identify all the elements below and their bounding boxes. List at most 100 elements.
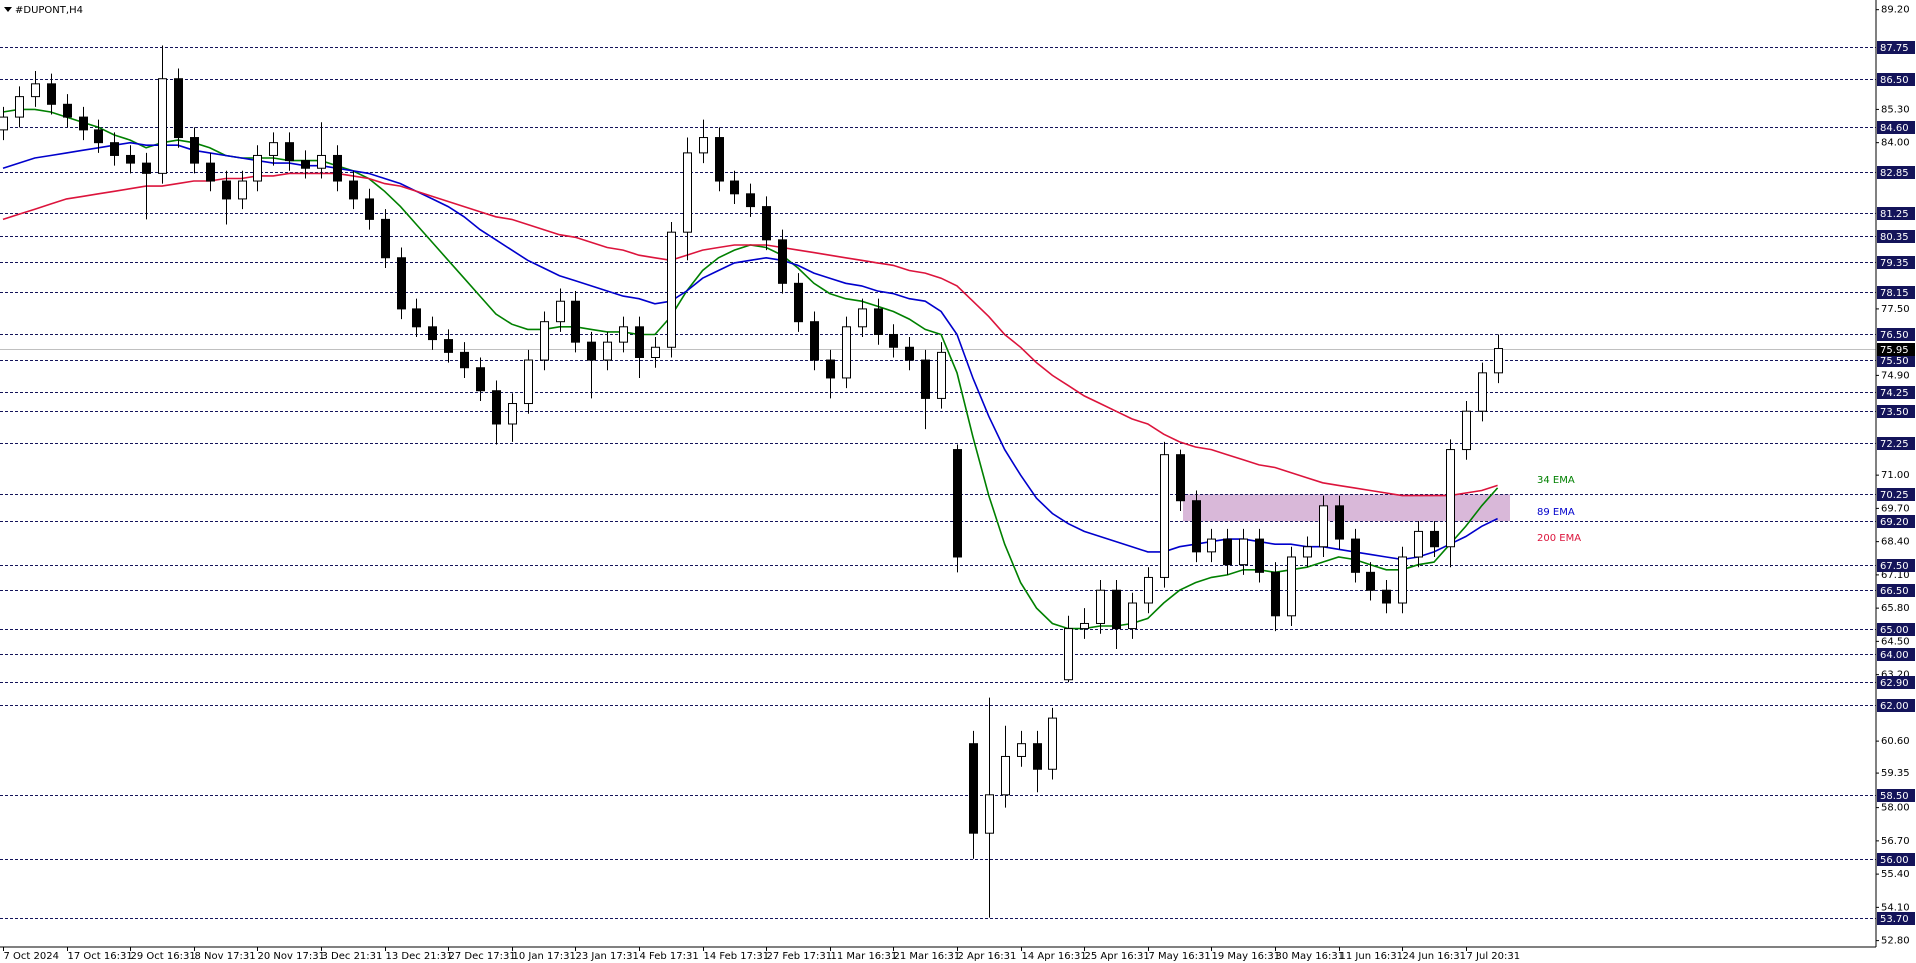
level-label: 87.75: [1880, 43, 1909, 54]
candle-body: [0, 116, 8, 131]
candle-body: [1080, 622, 1089, 630]
candle-body: [1160, 454, 1169, 578]
x-tick-label: 14 Apr 16:31: [1022, 951, 1087, 962]
y-tick-label: 85.30: [1881, 104, 1910, 115]
level-label-box: [1877, 230, 1915, 243]
ema-line: [2, 172, 1498, 497]
x-tick-label: 10 Jan 17:31: [513, 951, 576, 962]
level-label-box: [1877, 789, 1915, 802]
x-tick-label: 7 Oct 2024: [4, 951, 59, 962]
candle-body: [715, 137, 724, 182]
level-label: 62.90: [1880, 678, 1909, 689]
y-tick-label: 55.40: [1881, 869, 1910, 880]
candle-body: [1414, 530, 1423, 558]
level-label: 79.35: [1880, 258, 1909, 269]
candle-body: [667, 231, 676, 348]
level-label: 67.50: [1880, 561, 1909, 572]
candle-body: [921, 359, 930, 399]
x-tick-label: 2 Apr 16:31: [958, 951, 1017, 962]
candle-body: [1033, 743, 1042, 770]
level-label-box: [1877, 648, 1915, 661]
level-label: 66.50: [1880, 586, 1909, 597]
level-label: 86.50: [1880, 75, 1909, 86]
candle-body: [174, 78, 183, 139]
y-tick-label: 64.50: [1881, 636, 1910, 647]
zone: [1183, 494, 1510, 522]
x-tick-label: 24 Jun 16:31: [1403, 951, 1467, 962]
candle-body: [1223, 538, 1232, 566]
candle-body: [1446, 449, 1455, 548]
candles-layer: [0, 45, 1503, 918]
level-label-box: [1877, 405, 1915, 418]
level-label: 82.85: [1880, 168, 1909, 179]
ema-line: [2, 141, 1498, 561]
y-tick-label: 77.50: [1881, 304, 1910, 315]
candle-body: [1176, 454, 1185, 502]
candle-body: [635, 326, 644, 358]
level-label-box: [1877, 437, 1915, 450]
candle-body: [1351, 538, 1360, 573]
level-label: 81.25: [1880, 209, 1909, 220]
candle-body: [285, 142, 294, 162]
level-label: 58.50: [1880, 791, 1909, 802]
candle-body: [874, 308, 883, 335]
level-label-box: [1877, 488, 1915, 501]
y-tick-label: 52.80: [1881, 936, 1910, 947]
candle-body: [587, 341, 596, 361]
level-label: 72.25: [1880, 439, 1909, 450]
x-tick-label: 23 Jan 17:31: [576, 951, 639, 962]
x-tick-label: 11 Mar 16:31: [831, 951, 898, 962]
x-tick-label: 29 Oct 16:31: [131, 951, 196, 962]
level-label-box: [1877, 41, 1915, 54]
level-label: 56.00: [1880, 855, 1909, 866]
candle-body: [953, 449, 962, 558]
candle-body: [1494, 348, 1503, 374]
candle-body: [397, 257, 406, 310]
candle-body: [1064, 628, 1073, 681]
x-tick-label: 20 Nov 17:31: [258, 951, 325, 962]
chart-title: #DUPONT,H4: [15, 5, 83, 16]
candle-body: [524, 359, 533, 405]
level-label-box: [1877, 676, 1915, 689]
candle-body: [476, 367, 485, 392]
candle-body: [508, 403, 517, 425]
x-tick-label: 3 Dec 21:31: [322, 951, 383, 962]
y-tick-label: 58.00: [1881, 803, 1910, 814]
candle-body: [63, 103, 72, 118]
x-tick-label: 8 Nov 17:31: [195, 951, 256, 962]
candle-body: [842, 326, 851, 379]
candle-body: [1207, 538, 1216, 553]
candle-body: [778, 239, 787, 284]
level-label: 78.15: [1880, 288, 1909, 299]
candle-body: [1112, 589, 1121, 630]
y-tick-label: 68.40: [1881, 537, 1910, 548]
candle-body: [428, 326, 437, 341]
candle-body: [540, 321, 549, 361]
y-tick-label: 59.35: [1881, 768, 1910, 779]
x-tick-label: 13 Dec 21:31: [386, 951, 453, 962]
candle-body: [1319, 505, 1328, 548]
candle-body: [301, 160, 310, 169]
x-tick-label: 30 May 16:31: [1276, 951, 1345, 962]
candle-body: [238, 180, 247, 200]
y-tick-label: 89.20: [1881, 5, 1910, 16]
level-label: 70.25: [1880, 490, 1909, 501]
candle-body: [905, 346, 914, 361]
level-label: 76.50: [1880, 330, 1909, 341]
y-tick-label: 69.70: [1881, 503, 1910, 514]
candle-body: [158, 78, 167, 174]
candle-body: [333, 154, 342, 182]
x-tick-label: 7 May 16:31: [1149, 951, 1211, 962]
candle-body: [126, 154, 135, 164]
level-label: 64.00: [1880, 650, 1909, 661]
candle-body: [317, 154, 326, 169]
x-tick-label: 27 Dec 17:31: [449, 951, 516, 962]
x-tick-label: 17 Oct 16:31: [68, 951, 133, 962]
candle-body: [444, 339, 453, 353]
candle-body: [1287, 556, 1296, 617]
level-label-box: [1877, 286, 1915, 299]
candle-body: [460, 351, 469, 369]
candle-body: [1001, 755, 1010, 796]
y-tick-label: 63.20: [1881, 670, 1910, 681]
